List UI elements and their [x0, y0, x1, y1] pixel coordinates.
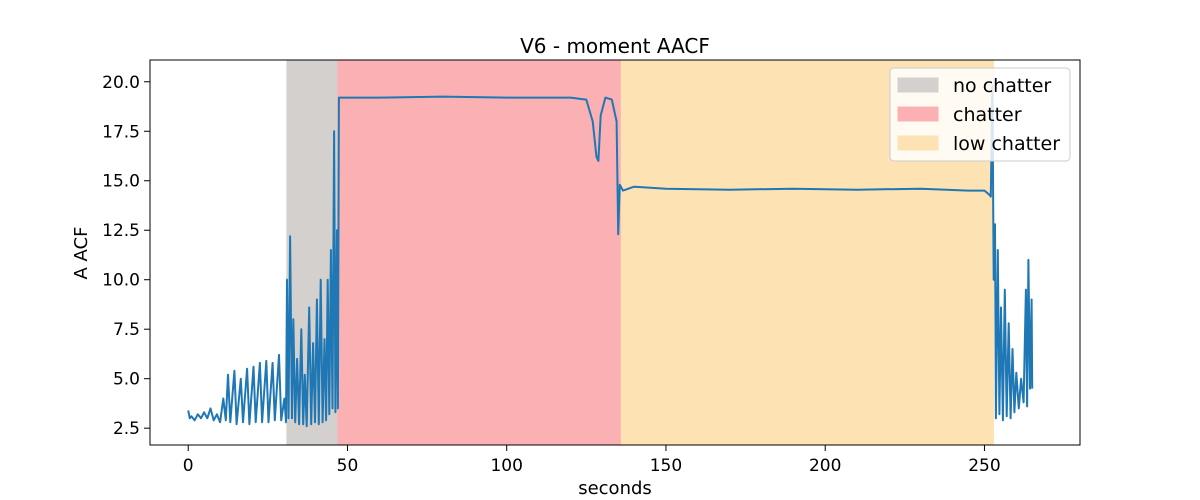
y-tick-label: 20.0 [102, 73, 140, 93]
x-axis-ticks: 0 50 100 150 200 250 [183, 445, 1001, 476]
chatter-regions [286, 60, 995, 445]
chart-title: V6 - moment AACF [520, 34, 710, 58]
x-tick-label: 150 [650, 456, 682, 476]
y-axis-label: A ACF [71, 227, 92, 280]
legend: no chatter chatter low chatter [889, 67, 1071, 162]
x-tick-label: 50 [337, 456, 359, 476]
y-tick-label: 12.5 [102, 221, 140, 241]
legend-swatch-chatter [897, 106, 939, 122]
y-axis-ticks: 2.5 5.0 7.5 10.0 12.5 15.0 17.5 20.0 [102, 73, 150, 439]
x-axis-label: seconds [578, 478, 652, 499]
y-tick-label: 10.0 [102, 271, 140, 291]
y-tick-label: 5.0 [113, 370, 140, 390]
region-chatter [337, 60, 622, 445]
x-tick-label: 200 [809, 456, 841, 476]
series-lines [187, 84, 1034, 428]
y-tick-label: 17.5 [102, 122, 140, 142]
y-tick-label: 7.5 [113, 320, 140, 340]
legend-label-low-chatter: low chatter [953, 133, 1060, 155]
x-tick-label: 0 [183, 456, 194, 476]
series-line-0 [187, 84, 1034, 428]
legend-swatch-no-chatter [897, 77, 939, 93]
x-tick-label: 100 [490, 456, 522, 476]
legend-label-chatter: chatter [953, 104, 1022, 126]
y-tick-label: 2.5 [113, 419, 140, 439]
x-tick-label: 250 [968, 456, 1000, 476]
legend-swatch-low-chatter [897, 135, 939, 151]
plot-frame [149, 59, 1081, 446]
legend-label-no-chatter: no chatter [953, 75, 1051, 97]
y-tick-label: 15.0 [102, 172, 140, 192]
